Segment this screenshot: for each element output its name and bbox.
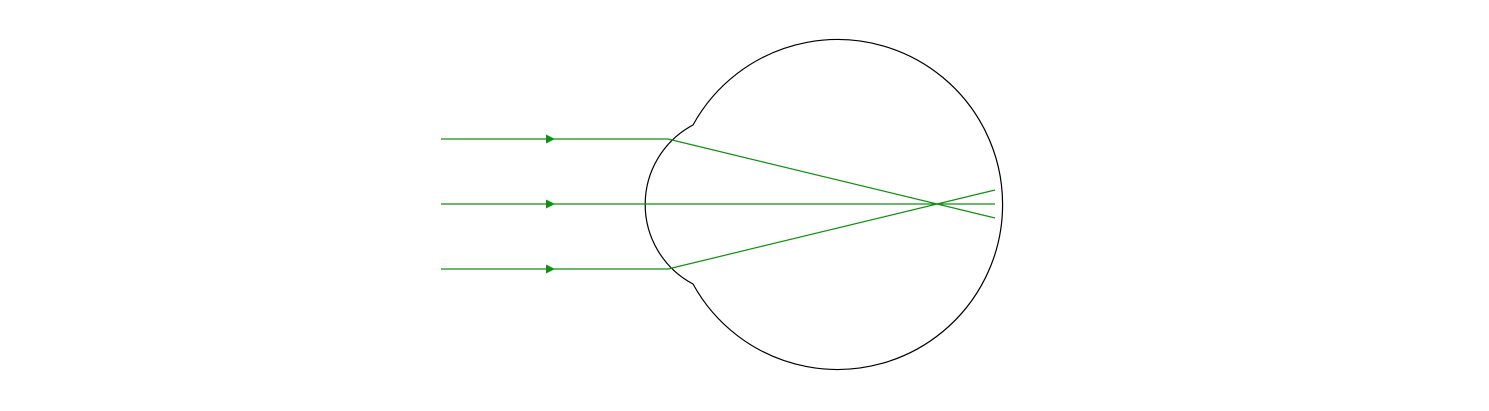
eyeball-outline: [644, 38, 1004, 371]
ray-lower-refracted: [667, 189, 996, 270]
ray-upper-refracted: [667, 138, 996, 219]
